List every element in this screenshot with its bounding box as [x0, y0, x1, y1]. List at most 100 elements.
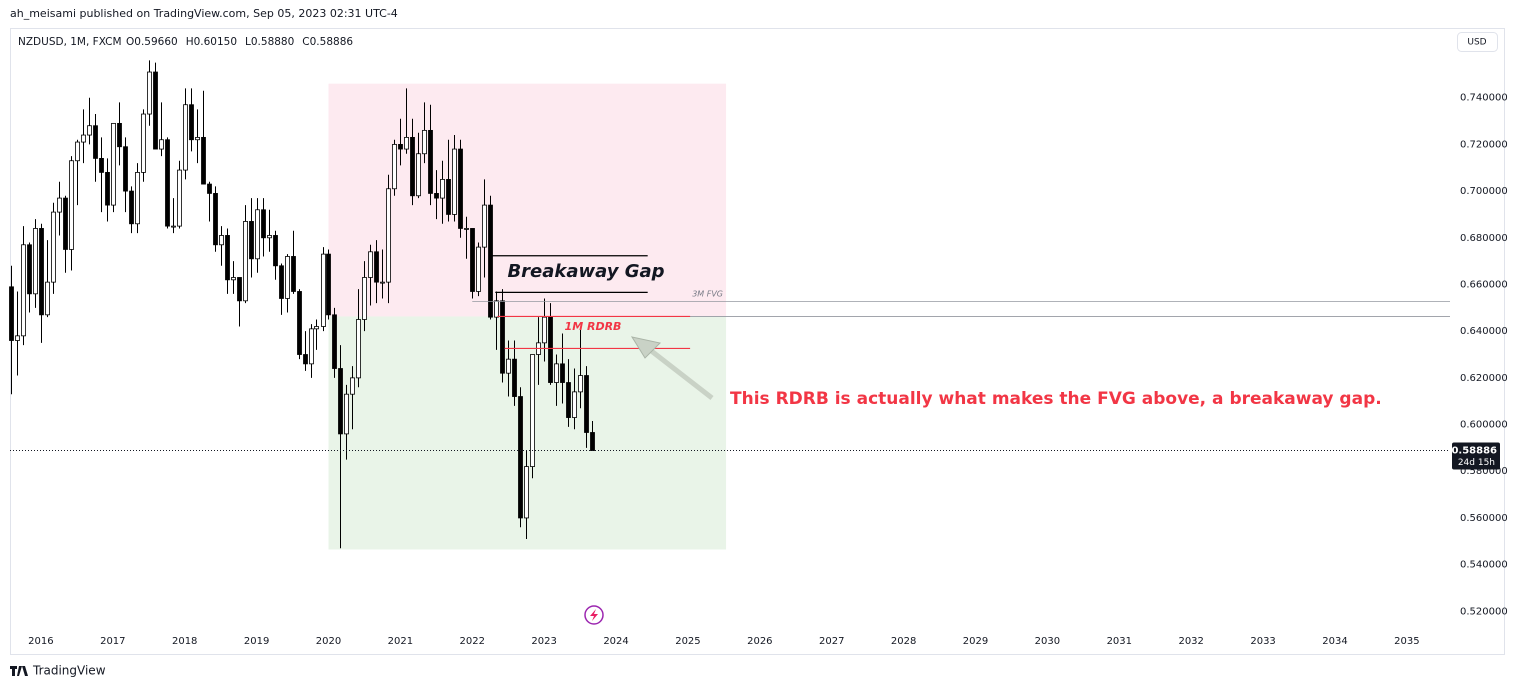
annotation: Breakaway Gap — [507, 261, 664, 282]
candle-body — [458, 148, 463, 229]
x-tick-label: 2029 — [963, 636, 988, 647]
candle-body — [303, 354, 308, 365]
arrow-shaft — [643, 344, 714, 400]
candle-body — [99, 158, 104, 173]
candle-body — [183, 104, 188, 171]
chart-frame — [10, 28, 1505, 655]
candle-body — [255, 209, 260, 260]
candle-body — [141, 113, 146, 173]
candle-body — [422, 129, 427, 155]
ohlc-value: O0.59660 — [126, 36, 178, 48]
candle-body — [135, 172, 140, 225]
candle-body — [75, 141, 80, 162]
y-tick-label: 0.740000 — [1460, 93, 1508, 104]
candle-body — [225, 235, 230, 281]
candle-body — [243, 221, 248, 302]
candle-body — [309, 328, 314, 365]
candle-body — [81, 134, 86, 143]
candle-body — [159, 139, 164, 150]
candle-body — [213, 193, 218, 246]
candle-body — [321, 253, 326, 327]
candle-body — [476, 246, 481, 292]
zone — [328, 83, 727, 317]
ohlc-value: C0.58886 — [302, 36, 353, 48]
y-tick-label: 0.600000 — [1460, 420, 1508, 431]
candle-body — [177, 169, 182, 227]
candle-body — [111, 122, 116, 206]
y-tick-label: 0.560000 — [1460, 513, 1508, 524]
candle-body — [195, 136, 200, 141]
candle-body — [69, 160, 74, 250]
candle-body — [464, 228, 469, 230]
event-bolt[interactable] — [590, 609, 598, 621]
event-icon[interactable] — [584, 605, 604, 625]
y-tick-label: 0.680000 — [1460, 233, 1508, 244]
candle-body — [500, 300, 505, 374]
candle-body — [15, 335, 20, 341]
candle-body — [548, 316, 553, 383]
candle-body — [117, 122, 122, 148]
symbol: NZDUSD, 1M, FXCM — [18, 36, 122, 48]
x-tick-label: 2021 — [388, 636, 413, 647]
x-tick-label: 2026 — [747, 636, 772, 647]
y-tick-label: 0.580000 — [1460, 466, 1508, 477]
candle-body — [123, 146, 128, 192]
annotation: 1M RDRB — [565, 320, 622, 333]
candle-body — [129, 190, 134, 225]
candle-body — [404, 136, 409, 150]
publish-info: ah_meisami published on TradingView.com,… — [10, 7, 398, 20]
candle-body — [249, 221, 254, 260]
x-tick-label: 2034 — [1322, 636, 1347, 647]
candle-body — [446, 179, 451, 215]
x-tick-label: 2027 — [819, 636, 844, 647]
candle-body — [39, 228, 44, 316]
ohlc-legend: O0.59660 H0.60150 L0.58880 C0.58886 — [126, 36, 353, 48]
candle-body — [392, 143, 397, 190]
candle-body — [542, 316, 547, 344]
candle-body — [105, 172, 110, 206]
x-tick-label: 2022 — [460, 636, 485, 647]
candle-body — [285, 256, 290, 299]
x-tick-label: 2018 — [172, 636, 197, 647]
candle-body — [297, 291, 302, 355]
candle-body — [434, 193, 439, 199]
x-tick-label: 2032 — [1178, 636, 1203, 647]
last-price-label: 0.58886 — [1451, 446, 1497, 457]
candle-body — [572, 391, 577, 418]
x-tick-label: 2025 — [675, 636, 700, 647]
candle-body — [368, 251, 373, 278]
x-tick-label: 2033 — [1250, 636, 1275, 647]
candle-body — [201, 136, 206, 185]
candle-body — [33, 228, 38, 295]
candle-body — [524, 466, 529, 519]
candle-body — [27, 244, 32, 295]
annotation: 3M FVG — [692, 290, 723, 299]
candle-body — [326, 253, 331, 316]
logo-mark — [10, 666, 28, 676]
candle-body — [291, 256, 296, 292]
candle-body — [279, 265, 284, 299]
candle-body — [398, 143, 403, 150]
candle-body — [512, 358, 517, 397]
currency-button[interactable] — [1457, 32, 1498, 52]
x-tick-label: 2028 — [891, 636, 916, 647]
candle-body — [63, 197, 68, 250]
candle-body — [506, 358, 511, 374]
candle-body — [350, 377, 355, 395]
y-tick-label: 0.620000 — [1460, 373, 1508, 384]
candle-body — [470, 228, 475, 292]
candle-body — [207, 183, 212, 194]
candle-body — [356, 319, 361, 379]
currency[interactable]: USD — [1467, 38, 1486, 48]
candle-body — [416, 153, 421, 197]
logo — [10, 666, 28, 676]
y-tick-label: 0.520000 — [1460, 606, 1508, 617]
candle-body — [189, 104, 194, 141]
x-tick-label: 2023 — [531, 636, 556, 647]
x-tick-label: 2024 — [603, 636, 628, 647]
candle-body — [237, 277, 242, 302]
candle-body — [231, 277, 236, 281]
candle-body — [332, 314, 337, 369]
